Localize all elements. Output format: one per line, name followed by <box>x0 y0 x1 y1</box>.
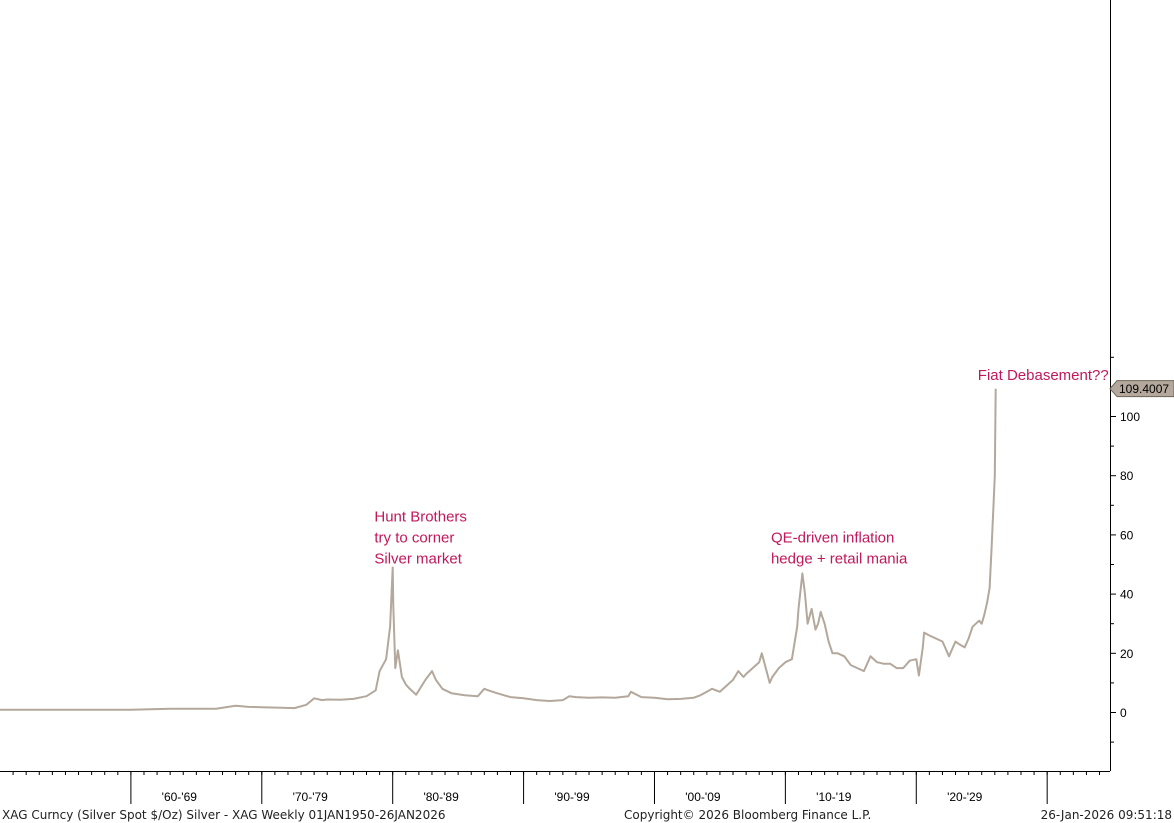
x-decade-label: '80-'89 <box>423 790 459 804</box>
x-decade-label: '00-'09 <box>685 790 721 804</box>
annotation-text: Fiat Debasement?? <box>978 367 1109 384</box>
y-tick-label: 80 <box>1120 469 1134 483</box>
y-tick-label: 40 <box>1120 588 1134 602</box>
y-tick-label: 20 <box>1120 647 1134 661</box>
annotation-text: Silver market <box>374 550 462 567</box>
x-decade-label: '70-'79 <box>293 790 329 804</box>
y-tick-label: 100 <box>1120 410 1140 424</box>
series-line-0 <box>0 388 997 711</box>
last-value-flag <box>1109 380 1174 398</box>
footer-timestamp: 26-Jan-2026 09:51:18 <box>1040 808 1172 822</box>
x-decade-label: '20-'29 <box>947 790 983 804</box>
x-decade-label: '90-'99 <box>554 790 590 804</box>
annotations: Hunt Brothers try to corner Silver market Q… <box>374 367 1108 568</box>
footer-ticker-description: XAG Curncy (Silver Spot $/Oz) Silver - X… <box>2 808 446 822</box>
annotation-text: Hunt Brothers <box>374 508 467 525</box>
x-decade-label: '60-'69 <box>162 790 198 804</box>
annotation-text: QE-driven inflation <box>771 530 894 547</box>
footer-copyright: Copyright© 2026 Bloomberg Finance L.P. <box>624 808 872 822</box>
y-axis: 0 20 40 60 80 100 <box>1110 356 1140 743</box>
x-axis: '60-'69 '70-'79 '80-'89 '90-'99 '00-'09 '10-'… <box>12 771 1101 804</box>
y-tick-label: 60 <box>1120 528 1134 542</box>
annotation-text: try to corner <box>374 529 454 546</box>
x-decade-label: '10-'19 <box>816 790 852 804</box>
y-tick-label: 0 <box>1120 706 1127 720</box>
annotation-text: hedge + retail mania <box>771 551 908 568</box>
last-value-label: 109.4007 <box>1119 382 1169 396</box>
series-layer <box>0 388 997 711</box>
last-value-marker: 109.4007 <box>1109 380 1174 398</box>
